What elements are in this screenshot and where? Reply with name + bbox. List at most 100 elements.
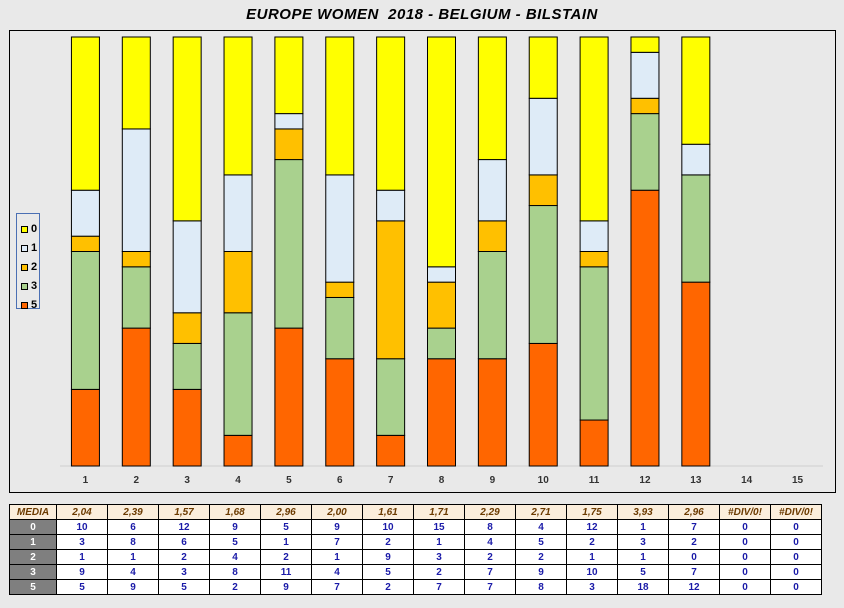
table-cell: 11: [260, 564, 312, 580]
table-cell: 5: [362, 564, 414, 580]
table-cell: 8: [107, 534, 159, 550]
bar-segment-8-series-0: [427, 36, 456, 268]
table-row: 5 5 9 5 2 9 7 2 7 7 8 3 18 12 0 0: [9, 579, 822, 595]
bar-segment-2-series-5: [121, 327, 151, 467]
bar-segment-11-series-2: [579, 251, 609, 268]
bar-segment-5-series-1: [274, 113, 304, 130]
bar-segment-2-series-2: [121, 251, 151, 268]
row-label: 0: [9, 519, 57, 535]
bar-segment-6-series-3: [325, 296, 355, 360]
table-cell: 10: [362, 519, 414, 535]
x-tick-label: 8: [439, 475, 445, 486]
table-cell: 2: [464, 549, 516, 565]
table-cell: 8: [515, 579, 567, 595]
table-cell: 1: [566, 549, 618, 565]
bar-segment-8-series-3: [427, 327, 456, 360]
media-cell: 1,61: [362, 504, 414, 520]
table-cell: 0: [770, 534, 822, 550]
bar-segment-6-series-0: [325, 36, 355, 176]
bar-segment-13-series-5: [681, 281, 711, 467]
bar-segment-10-series-5: [528, 342, 558, 467]
bar-segment-3-series-3: [172, 342, 202, 390]
x-tick-label: 7: [388, 475, 394, 486]
table-row-media: MEDIA 2,04 2,39 1,57 1,68 2,96 2,00 1,61 1,71 2,2…: [9, 504, 822, 520]
legend-label: 3: [31, 280, 38, 292]
bar-segment-8-series-2: [427, 281, 456, 329]
media-cell: #DIV/0!: [770, 504, 822, 520]
table-cell: 2: [413, 564, 465, 580]
bar-segment-13-series-3: [681, 174, 711, 283]
bar-segment-10-series-2: [528, 174, 558, 207]
bar-segment-1-series-5: [70, 388, 100, 467]
table-cell: 4: [515, 519, 567, 535]
table-cell: 2: [260, 549, 312, 565]
x-tick-label: 15: [792, 475, 804, 486]
media-label: MEDIA: [9, 504, 57, 520]
bar-segment-13-series-0: [681, 36, 711, 145]
bar-segment-1-series-1: [70, 189, 100, 237]
table-cell: 5: [56, 579, 108, 595]
x-tick-label: 2: [134, 475, 140, 486]
legend-item-5: 5: [21, 299, 41, 312]
table-cell: 9: [362, 549, 414, 565]
x-tick-label: 5: [286, 475, 292, 486]
bar-segment-9-series-0: [477, 36, 507, 161]
table-cell: 2: [515, 549, 567, 565]
bar-segment-7-series-0: [376, 36, 406, 191]
bar-segment-1-series-0: [70, 36, 100, 191]
legend-swatch: [21, 245, 28, 252]
table-cell: 7: [464, 564, 516, 580]
bar-segment-13-series-1: [681, 143, 711, 176]
table-cell: 3: [617, 534, 669, 550]
table-cell: 9: [209, 519, 261, 535]
table-cell: 9: [107, 579, 159, 595]
table-cell: 1: [260, 534, 312, 550]
table-cell: 0: [719, 519, 771, 535]
table-cell: 2: [362, 579, 414, 595]
row-label: 2: [9, 549, 57, 565]
bar-segment-3-series-0: [172, 36, 202, 222]
bar-segment-6-series-1: [325, 174, 355, 283]
bar-segment-5-series-5: [274, 327, 304, 467]
legend-label: 0: [31, 223, 38, 235]
legend-label: 2: [31, 261, 38, 273]
table-cell: 9: [515, 564, 567, 580]
media-cell: 2,04: [56, 504, 108, 520]
legend-label: 1: [31, 242, 38, 254]
bar-segment-11-series-3: [579, 266, 609, 421]
table-cell: 0: [719, 534, 771, 550]
bar-segment-1-series-3: [70, 251, 100, 390]
table-cell: 4: [464, 534, 516, 550]
media-cell: 2,29: [464, 504, 516, 520]
media-cell: 1,75: [566, 504, 618, 520]
x-tick-label: 12: [639, 475, 651, 486]
table-cell: 1: [617, 549, 669, 565]
chart-title: EUROPE WOMEN 2018 - BELGIUM - BILSTAIN: [246, 6, 598, 23]
table-cell: 8: [464, 519, 516, 535]
x-tick-label: 13: [690, 475, 702, 486]
table-cell: 7: [464, 579, 516, 595]
table-cell: 7: [311, 534, 363, 550]
table-cell: 9: [56, 564, 108, 580]
media-cell: 1,68: [209, 504, 261, 520]
table-cell: 7: [413, 579, 465, 595]
x-tick-label: 10: [538, 475, 550, 486]
x-tick-label: 1: [83, 475, 89, 486]
table-cell: 4: [209, 549, 261, 565]
legend-label: 5: [31, 299, 38, 311]
table-cell: 0: [719, 549, 771, 565]
data-table: MEDIA 2,04 2,39 1,57 1,68 2,96 2,00 1,61 1,71 2,2…: [9, 504, 822, 595]
table-cell: 7: [668, 564, 720, 580]
table-cell: 9: [260, 579, 312, 595]
table-cell: 5: [209, 534, 261, 550]
media-cell: 2,96: [260, 504, 312, 520]
bar-segment-11-series-5: [579, 419, 609, 467]
bar-segment-7-series-2: [376, 220, 406, 360]
table-cell: 10: [566, 564, 618, 580]
bar-segment-11-series-1: [579, 220, 609, 253]
table-cell: 5: [158, 579, 210, 595]
bar-segment-8-series-5: [427, 358, 456, 467]
bar-segment-2-series-3: [121, 266, 151, 329]
